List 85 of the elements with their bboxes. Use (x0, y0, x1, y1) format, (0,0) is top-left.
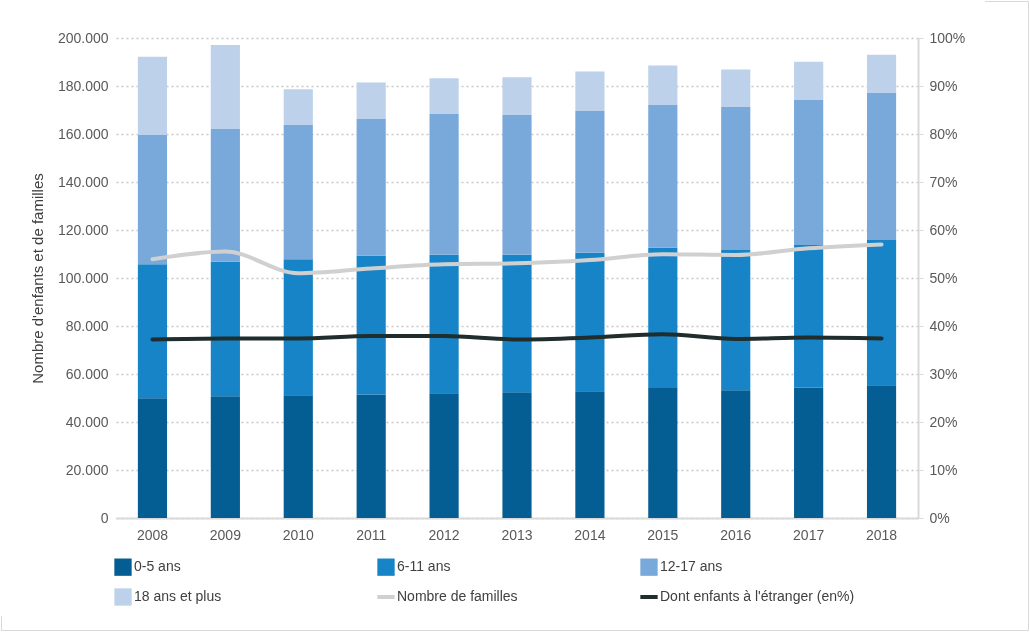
y-tick-label: 80.000 (65, 317, 109, 334)
y-tick-label: 20.000 (65, 461, 109, 478)
bar (429, 114, 459, 255)
bar (794, 244, 824, 388)
bar (721, 390, 751, 518)
y2-tick-label: 40% (929, 317, 958, 334)
x-tick-label: 2015 (647, 526, 679, 543)
bar (210, 44, 240, 129)
bar (137, 56, 168, 135)
x-tick-label: 2013 (501, 526, 533, 543)
bar (210, 261, 240, 397)
y-tick-label: 200.000 (57, 29, 109, 46)
bar (648, 247, 678, 388)
y2-tick-label: 30% (929, 365, 958, 382)
y-tick-label: 160.000 (57, 125, 109, 142)
x-tick-label: 2012 (428, 526, 460, 543)
x-tick-label: 2017 (793, 526, 825, 543)
legend-label: 12-17 ans (660, 558, 723, 575)
y2-tick-label: 70% (929, 173, 958, 190)
x-tick-label: 2014 (574, 526, 606, 543)
bar (575, 252, 605, 392)
bar (721, 107, 751, 250)
x-tick-label: 2008 (136, 526, 169, 543)
bar (210, 396, 240, 518)
x-tick-label: 2018 (865, 526, 898, 543)
legend-label: Dont enfants à l'étranger (en%) (660, 588, 855, 604)
bar (137, 264, 168, 399)
bar (283, 259, 313, 396)
y-tick-label: 140.000 (57, 173, 109, 190)
bar (137, 398, 168, 518)
legend-label: 0-5 ans (134, 558, 181, 575)
bar (429, 78, 459, 115)
bar (356, 82, 386, 119)
bar (866, 92, 897, 241)
y2-tick-label: 100% (929, 29, 966, 46)
legend-label: 18 ans et plus (134, 588, 222, 604)
bar (283, 89, 313, 125)
y-tick-label: 60.000 (65, 365, 109, 382)
bar (866, 54, 897, 93)
bar (648, 65, 678, 105)
bar (356, 255, 386, 395)
bar (429, 393, 459, 518)
y-tick-label: 40.000 (65, 413, 109, 430)
bar (721, 249, 751, 391)
bar (356, 394, 386, 518)
y2-tick-label: 90% (929, 77, 958, 94)
bar (575, 391, 605, 518)
bar (502, 77, 532, 116)
bar (502, 392, 532, 518)
y-tick-label: 0 (100, 509, 109, 526)
bar (575, 71, 605, 111)
bar (356, 118, 386, 256)
x-tick-label: 2016 (720, 526, 752, 543)
bar (648, 104, 678, 248)
bar (794, 99, 824, 245)
bar (575, 110, 605, 253)
y-axis-title: Nombre d'enfants et de familles (28, 173, 46, 384)
y2-tick-label: 50% (929, 269, 958, 286)
bar (283, 124, 313, 260)
y-tick-label: 180.000 (57, 77, 109, 94)
bar (794, 387, 824, 518)
legend-label: 6-11 ans (397, 558, 451, 575)
y2-tick-label: 10% (929, 461, 958, 478)
bar (794, 61, 824, 100)
legend-label: Nombre de familles (397, 588, 518, 604)
bar (283, 395, 313, 518)
bar (210, 128, 240, 262)
y2-tick-label: 0% (929, 509, 950, 526)
bar (502, 115, 532, 255)
x-tick-label: 2010 (282, 526, 315, 543)
bar (866, 240, 897, 386)
bar (721, 69, 751, 108)
x-tick-label: 2011 (356, 526, 387, 543)
bar (648, 387, 678, 518)
y2-tick-label: 80% (929, 125, 958, 142)
x-tick-label: 2009 (209, 526, 242, 543)
bar (502, 254, 532, 393)
y-tick-label: 100.000 (57, 269, 109, 286)
bar (137, 134, 168, 265)
y2-tick-label: 60% (929, 221, 958, 238)
line-series (150, 242, 884, 276)
y-tick-label: 120.000 (57, 221, 109, 238)
bar (866, 385, 897, 518)
bar (429, 254, 459, 394)
y2-tick-label: 20% (929, 413, 958, 430)
